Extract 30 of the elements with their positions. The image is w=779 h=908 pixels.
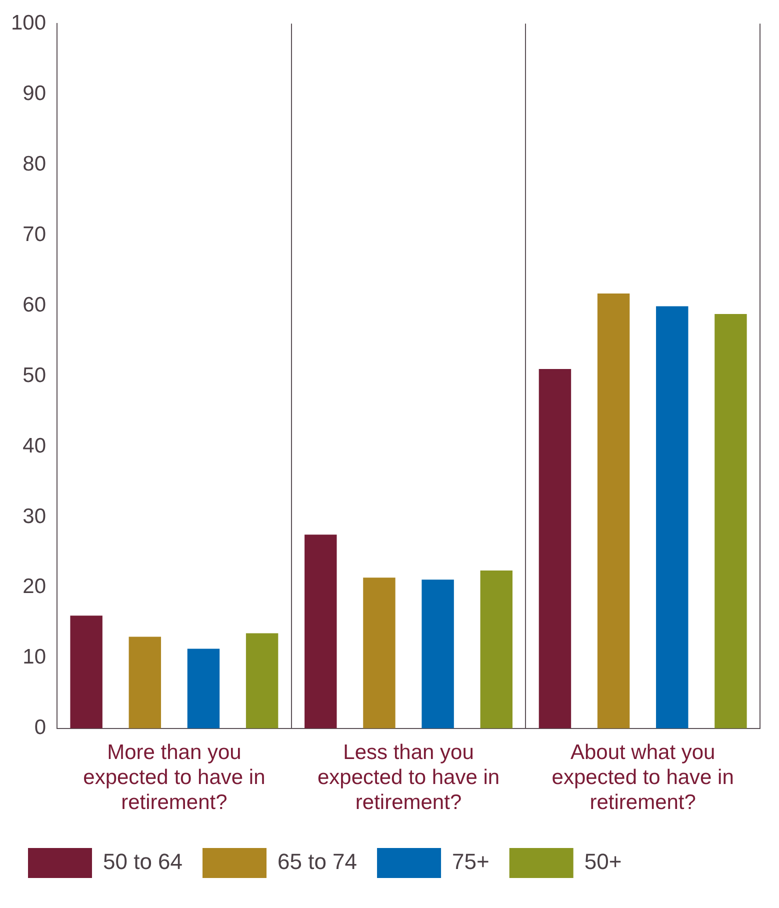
legend-label: 50+ — [584, 849, 622, 874]
bar — [656, 306, 688, 728]
y-tick-label: 70 — [22, 222, 46, 246]
x-tick-label: About what you expected to have in retirement? — [552, 740, 734, 814]
bar — [363, 578, 396, 728]
x-tick-label: Less than you expected to have in retirement? — [317, 740, 500, 814]
y-tick-label: 10 — [22, 646, 46, 669]
bar — [70, 616, 102, 728]
y-tick-label: 60 — [22, 293, 46, 316]
bar — [597, 294, 630, 728]
legend-label: 75+ — [452, 849, 490, 874]
y-tick-label: 40 — [22, 434, 46, 458]
bar — [187, 648, 220, 728]
bar — [304, 534, 337, 728]
x-tick-label: More than you expected to have in retirement? — [83, 740, 266, 814]
y-tick-label: 50 — [22, 364, 46, 387]
bar — [480, 570, 512, 728]
y-tick-label: 30 — [22, 504, 46, 528]
legend-label: 65 to 74 — [278, 849, 358, 874]
bar — [714, 314, 747, 728]
y-tick-label: 0 — [34, 716, 46, 740]
bar — [422, 580, 454, 728]
bar — [128, 636, 162, 728]
bar — [246, 633, 278, 728]
y-tick-label: 20 — [22, 575, 46, 598]
bar — [538, 368, 572, 728]
legend-label: 50 to 64 — [103, 849, 183, 874]
y-tick-label: 90 — [22, 82, 46, 105]
y-tick-label: 100 — [10, 11, 46, 34]
y-tick-label: 80 — [22, 152, 46, 176]
